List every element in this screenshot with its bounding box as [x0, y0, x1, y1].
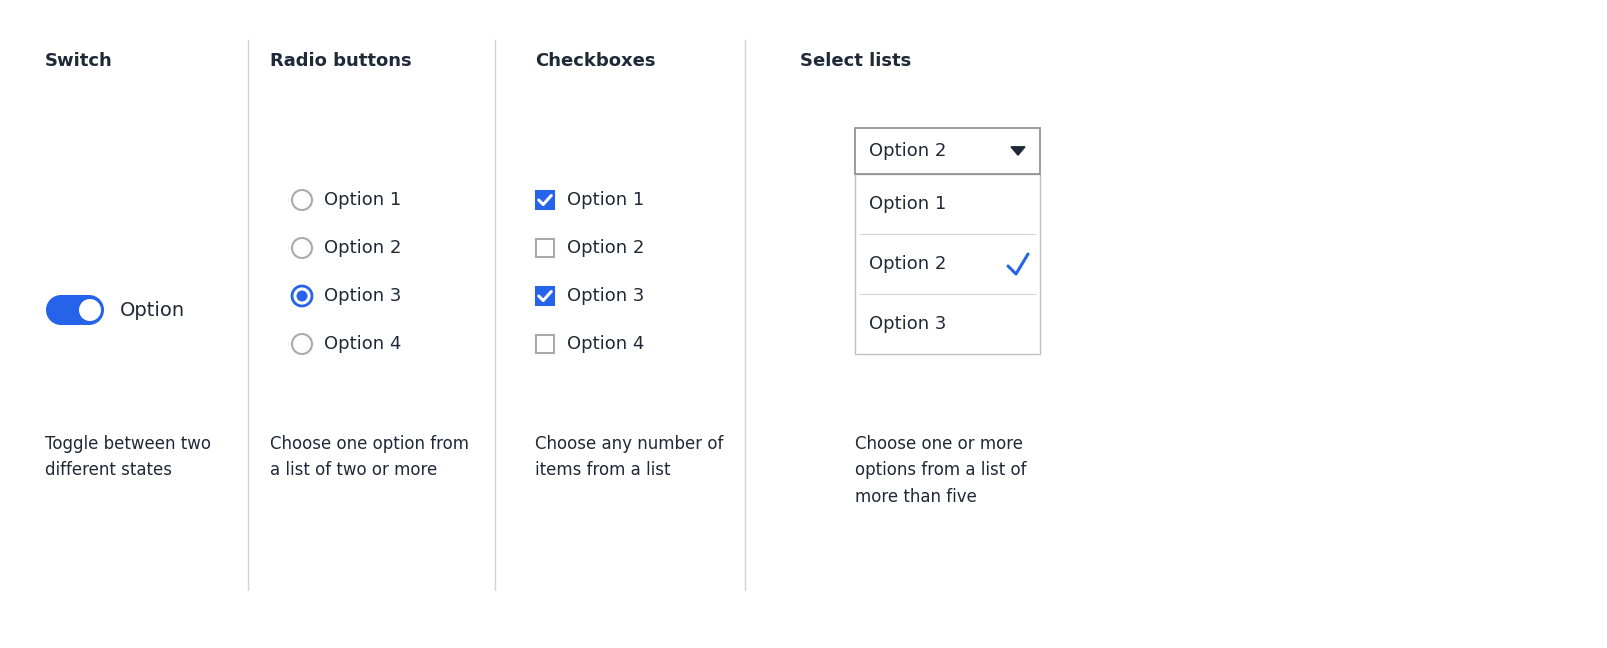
- Text: Option 3: Option 3: [868, 315, 947, 333]
- Text: Toggle between two
different states: Toggle between two different states: [45, 435, 211, 480]
- Text: Option 4: Option 4: [323, 335, 402, 353]
- Bar: [535, 335, 554, 353]
- Circle shape: [292, 334, 312, 354]
- Circle shape: [74, 295, 104, 325]
- Text: Option 2: Option 2: [868, 142, 947, 160]
- Circle shape: [296, 290, 307, 301]
- Text: Option 2: Option 2: [323, 239, 402, 257]
- Text: Option 1: Option 1: [567, 191, 644, 209]
- Circle shape: [79, 299, 101, 321]
- Bar: [535, 191, 554, 209]
- Text: Option 1: Option 1: [868, 195, 945, 213]
- Text: Option 4: Option 4: [567, 335, 644, 353]
- Circle shape: [292, 190, 312, 210]
- Text: Checkboxes: Checkboxes: [535, 52, 656, 70]
- Text: Option 3: Option 3: [567, 287, 644, 305]
- Text: Select lists: Select lists: [800, 52, 911, 70]
- Circle shape: [47, 295, 76, 325]
- Text: Option 2: Option 2: [868, 255, 947, 273]
- Bar: [535, 239, 554, 257]
- Text: Option 2: Option 2: [567, 239, 644, 257]
- Text: Choose one or more
options from a list of
more than five: Choose one or more options from a list o…: [855, 435, 1025, 506]
- Circle shape: [292, 286, 312, 306]
- FancyBboxPatch shape: [61, 295, 88, 325]
- FancyBboxPatch shape: [855, 174, 1040, 354]
- Bar: [535, 287, 554, 305]
- Text: Option: Option: [121, 301, 185, 319]
- FancyBboxPatch shape: [855, 128, 1040, 174]
- Text: Option 3: Option 3: [323, 287, 402, 305]
- Text: Option 1: Option 1: [323, 191, 402, 209]
- Circle shape: [292, 238, 312, 258]
- Text: Choose any number of
items from a list: Choose any number of items from a list: [535, 435, 723, 480]
- Polygon shape: [1011, 147, 1024, 156]
- Text: Switch: Switch: [45, 52, 112, 70]
- Text: Choose one option from
a list of two or more: Choose one option from a list of two or …: [270, 435, 469, 480]
- Text: Radio buttons: Radio buttons: [270, 52, 411, 70]
